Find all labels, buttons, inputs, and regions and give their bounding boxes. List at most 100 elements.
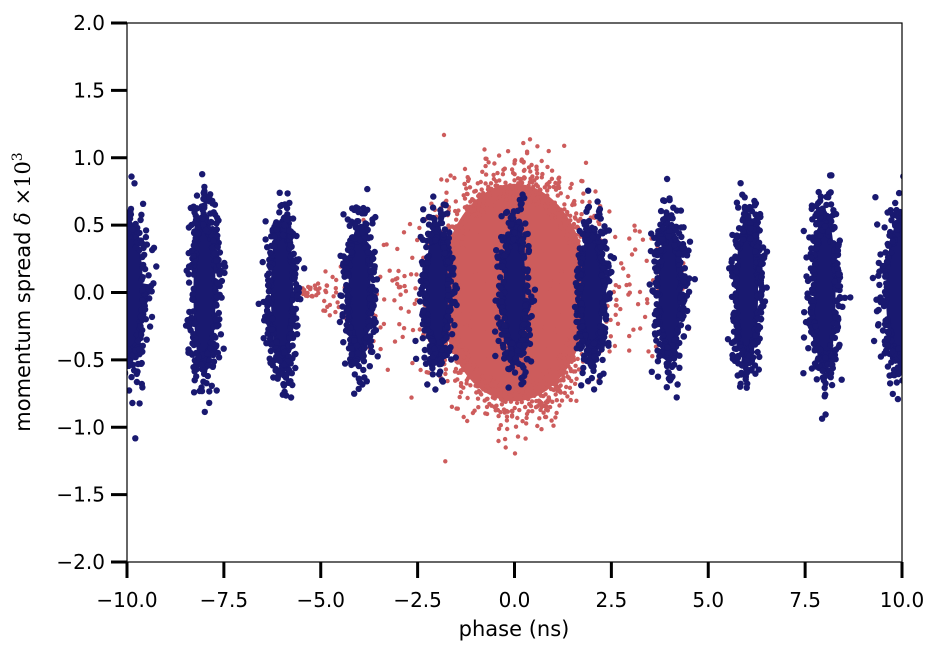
bunch-point [105, 280, 111, 286]
bunch-point [108, 271, 114, 277]
bunch-point [872, 194, 879, 201]
bunch-point [923, 343, 929, 349]
red-beam-point [441, 132, 447, 138]
red-beam-point [559, 224, 564, 229]
red-beam-point [494, 200, 499, 205]
red-beam-point [576, 367, 582, 372]
bunch-point [290, 308, 297, 315]
bunch-point [133, 378, 141, 386]
bunch-point [731, 338, 738, 345]
red-beam-point [403, 289, 409, 294]
bunch-point [264, 308, 271, 315]
red-beam-point [544, 381, 549, 387]
bunch-point [200, 210, 207, 217]
bunch-point [518, 381, 525, 388]
red-beam-point [512, 451, 518, 456]
red-beam-point [521, 168, 527, 173]
bunch-point [527, 358, 535, 365]
bunch-point [210, 237, 217, 244]
red-beam-point [545, 164, 550, 170]
bunch-point [117, 375, 123, 381]
bunch-point [819, 367, 826, 374]
bunch-point [876, 281, 883, 289]
bunch-point [902, 351, 908, 357]
bunch-point [508, 340, 516, 347]
red-beam-point [535, 171, 540, 176]
bunch-point [518, 362, 526, 369]
red-beam-point [495, 170, 500, 176]
bunch-point [120, 366, 126, 372]
bunch-point [884, 335, 891, 343]
bunch-point [893, 379, 900, 386]
bunch-point [440, 244, 448, 251]
bunch-point [110, 334, 116, 340]
bunch-point [833, 321, 841, 328]
bunch-point [420, 282, 427, 290]
red-beam-point [566, 218, 571, 223]
red-beam-point [570, 225, 576, 230]
bunch-point [675, 250, 682, 258]
bunch-point [752, 370, 759, 377]
bunch-point [412, 355, 420, 362]
red-beam-point [513, 424, 519, 429]
bunch-point [659, 236, 666, 243]
bunch-point [366, 363, 373, 370]
bunch-point [905, 341, 911, 347]
red-beam-point [569, 390, 574, 395]
bunch-point [905, 347, 911, 353]
bunch-point [580, 364, 587, 372]
bunch-point [202, 226, 210, 234]
bunch-point [355, 385, 362, 393]
red-beam-point [528, 169, 533, 174]
bunch-point [903, 373, 909, 379]
bunch-point [660, 224, 667, 232]
bunch-point [266, 355, 273, 362]
red-beam-point [632, 228, 638, 233]
bunch-point [112, 346, 118, 352]
bunch-point [673, 207, 681, 214]
bunch-point [906, 231, 912, 237]
bunch-point [429, 204, 437, 211]
red-beam-point [546, 208, 551, 214]
red-beam-point [614, 297, 619, 302]
red-beam-point [322, 298, 327, 304]
red-beam-point [568, 249, 573, 254]
red-beam-point [637, 229, 642, 234]
bunch-point [132, 435, 139, 442]
y-tick-label: −0.5 [56, 348, 105, 372]
bunch-point [915, 307, 921, 313]
bunch-point [912, 241, 918, 247]
red-beam-point [460, 240, 465, 245]
bunch-point [744, 380, 751, 387]
red-beam-point [553, 385, 558, 390]
red-beam-point [485, 396, 490, 401]
red-beam-point [574, 376, 579, 381]
red-beam-point [504, 414, 510, 419]
bunch-point [907, 202, 913, 208]
bunch-point [416, 298, 424, 305]
bunch-point [654, 347, 661, 354]
bunch-point [522, 315, 529, 322]
red-beam-point [522, 404, 528, 410]
bunch-point [599, 230, 606, 237]
bunch-point [431, 345, 438, 352]
bunch-point [346, 329, 353, 336]
red-beam-point [559, 398, 565, 403]
red-beam-point [461, 354, 467, 360]
red-beam-point [626, 273, 631, 279]
red-beam-point [458, 381, 464, 386]
red-beam-point [490, 188, 495, 193]
red-beam-point [465, 418, 470, 424]
bunch-point [440, 201, 447, 208]
bunch-point [505, 365, 512, 373]
bunch-point [106, 285, 112, 291]
red-beam-point [618, 306, 623, 312]
red-beam-point [556, 176, 561, 181]
red-beam-point [561, 217, 566, 223]
bunch-point [750, 354, 757, 361]
bunch-point [733, 322, 740, 329]
bunch-point [804, 290, 811, 297]
bunch-point [107, 276, 113, 282]
bunch-point [910, 180, 916, 186]
red-beam-point [453, 308, 458, 314]
